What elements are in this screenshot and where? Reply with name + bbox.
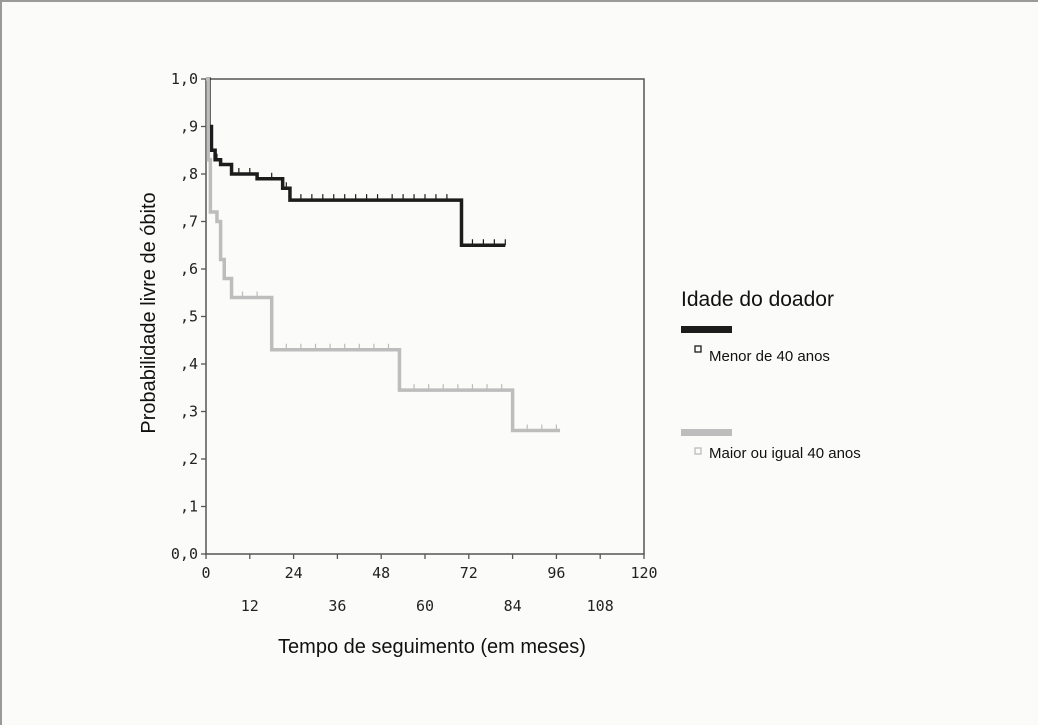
legend: Idade do doador Menor de 40 anos Maior o… — [681, 288, 861, 462]
x-axis-title: Tempo de seguimento (em meses) — [278, 636, 586, 658]
x-tick-label: 108 — [587, 597, 614, 615]
legend-swatch-menor — [681, 326, 732, 333]
x-tick-label: 60 — [416, 597, 434, 615]
y-tick-label: ,1 — [180, 498, 198, 516]
x-tick-label: 72 — [460, 564, 478, 582]
x-tick-label: 24 — [285, 564, 303, 582]
x-tick-label: 36 — [328, 597, 346, 615]
x-tick-label: 0 — [201, 564, 210, 582]
x-tick-label: 96 — [547, 564, 565, 582]
y-tick-label: 0,0 — [171, 545, 198, 563]
series-line-0 — [206, 77, 506, 247]
x-tick-label: 84 — [504, 597, 522, 615]
y-axis-ticks: 0,0 ,1 ,2 ,3 ,4 ,5 ,6 ,7 ,8 ,9 1,0 — [171, 70, 206, 563]
series-line-1 — [206, 77, 561, 433]
y-tick-label: ,5 — [180, 308, 198, 326]
y-tick-label: ,6 — [180, 260, 198, 278]
y-tick-label: ,7 — [180, 213, 198, 231]
y-axis-title: Probabilidade livre de óbito — [138, 192, 160, 433]
series-layer — [206, 77, 561, 433]
legend-marker-maior — [694, 447, 702, 455]
x-tick-label: 120 — [630, 564, 657, 582]
legend-swatch-maior — [681, 429, 732, 436]
x-axis-ticks: 0 24 48 72 96 120 12 36 60 84 108 — [201, 554, 658, 615]
y-tick-label: ,4 — [180, 355, 198, 373]
legend-marker-menor — [694, 345, 702, 353]
y-tick-label: 1,0 — [171, 70, 198, 88]
legend-title: Idade do doador — [681, 288, 834, 311]
y-tick-label: ,8 — [180, 165, 198, 183]
x-tick-label: 48 — [372, 564, 390, 582]
y-tick-label: ,2 — [180, 450, 198, 468]
legend-label-menor: Menor de 40 anos — [709, 348, 830, 365]
y-tick-label: ,3 — [180, 403, 198, 421]
legend-label-maior: Maior ou igual 40 anos — [709, 445, 861, 462]
x-tick-label: 12 — [241, 597, 259, 615]
y-tick-label: ,9 — [180, 118, 198, 136]
